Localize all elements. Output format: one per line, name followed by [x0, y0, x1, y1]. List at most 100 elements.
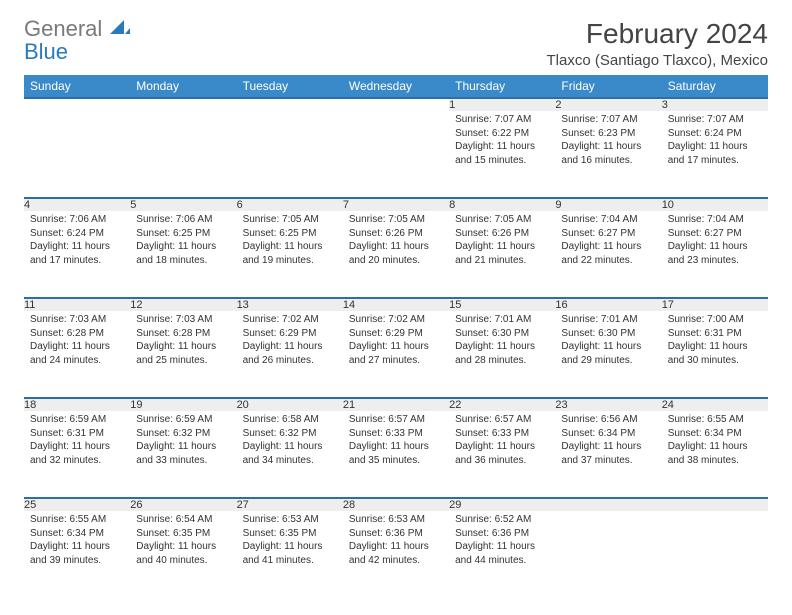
day-details: Sunrise: 6:55 AMSunset: 6:34 PMDaylight:… — [662, 411, 768, 473]
location-subtitle: Tlaxco (Santiago Tlaxco), Mexico — [547, 52, 768, 69]
header: General Blue February 2024 Tlaxco (Santi… — [24, 18, 768, 69]
week-daynum-row: 11121314151617 — [24, 298, 768, 311]
day-number: 23 — [555, 398, 661, 411]
day-details: Sunrise: 7:02 AMSunset: 6:29 PMDaylight:… — [343, 311, 449, 373]
day-number: 9 — [555, 198, 661, 211]
day-details: Sunrise: 7:06 AMSunset: 6:25 PMDaylight:… — [130, 211, 236, 273]
day-header: Monday — [130, 75, 236, 98]
day-details: Sunrise: 7:07 AMSunset: 6:22 PMDaylight:… — [449, 111, 555, 173]
brand-logo: General Blue — [24, 18, 130, 64]
day-cell: Sunrise: 7:07 AMSunset: 6:23 PMDaylight:… — [555, 111, 661, 198]
day-details: Sunrise: 7:05 AMSunset: 6:26 PMDaylight:… — [449, 211, 555, 273]
day-cell: Sunrise: 6:54 AMSunset: 6:35 PMDaylight:… — [130, 511, 236, 597]
day-number: 17 — [662, 298, 768, 311]
day-cell: Sunrise: 6:53 AMSunset: 6:36 PMDaylight:… — [343, 511, 449, 597]
day-cell: Sunrise: 7:06 AMSunset: 6:24 PMDaylight:… — [24, 211, 130, 298]
day-details: Sunrise: 7:00 AMSunset: 6:31 PMDaylight:… — [662, 311, 768, 373]
day-number: 19 — [130, 398, 236, 411]
day-header: Saturday — [662, 75, 768, 98]
empty-day-number — [662, 498, 768, 511]
logo-text-block: General Blue — [24, 18, 130, 64]
calendar-header-row: Sunday Monday Tuesday Wednesday Thursday… — [24, 75, 768, 98]
day-details: Sunrise: 7:04 AMSunset: 6:27 PMDaylight:… — [662, 211, 768, 273]
month-year-title: February 2024 — [547, 18, 768, 50]
day-cell: Sunrise: 7:03 AMSunset: 6:28 PMDaylight:… — [130, 311, 236, 398]
day-details: Sunrise: 6:54 AMSunset: 6:35 PMDaylight:… — [130, 511, 236, 573]
day-details: Sunrise: 6:53 AMSunset: 6:36 PMDaylight:… — [343, 511, 449, 573]
day-details: Sunrise: 7:04 AMSunset: 6:27 PMDaylight:… — [555, 211, 661, 273]
day-cell: Sunrise: 7:07 AMSunset: 6:22 PMDaylight:… — [449, 111, 555, 198]
week-content-row: Sunrise: 7:07 AMSunset: 6:22 PMDaylight:… — [24, 111, 768, 198]
week-content-row: Sunrise: 6:59 AMSunset: 6:31 PMDaylight:… — [24, 411, 768, 498]
day-details: Sunrise: 7:07 AMSunset: 6:24 PMDaylight:… — [662, 111, 768, 173]
day-cell: Sunrise: 7:05 AMSunset: 6:26 PMDaylight:… — [449, 211, 555, 298]
week-daynum-row: 18192021222324 — [24, 398, 768, 411]
week-content-row: Sunrise: 7:06 AMSunset: 6:24 PMDaylight:… — [24, 211, 768, 298]
day-number: 1 — [449, 98, 555, 111]
day-cell: Sunrise: 6:52 AMSunset: 6:36 PMDaylight:… — [449, 511, 555, 597]
day-number: 25 — [24, 498, 130, 511]
day-cell: Sunrise: 7:03 AMSunset: 6:28 PMDaylight:… — [24, 311, 130, 398]
week-daynum-row: 45678910 — [24, 198, 768, 211]
day-number: 29 — [449, 498, 555, 511]
day-number: 2 — [555, 98, 661, 111]
day-number: 28 — [343, 498, 449, 511]
calendar-table: Sunday Monday Tuesday Wednesday Thursday… — [24, 75, 768, 597]
day-number: 20 — [237, 398, 343, 411]
brand-word2: Blue — [24, 39, 68, 64]
day-number: 13 — [237, 298, 343, 311]
day-cell: Sunrise: 6:56 AMSunset: 6:34 PMDaylight:… — [555, 411, 661, 498]
day-details: Sunrise: 6:56 AMSunset: 6:34 PMDaylight:… — [555, 411, 661, 473]
day-cell: Sunrise: 7:01 AMSunset: 6:30 PMDaylight:… — [555, 311, 661, 398]
calendar-body: 1 23 Sunrise: 7:07 AMSunset: 6:22 PMDaylig… — [24, 98, 768, 597]
empty-day-cell — [343, 111, 449, 198]
day-cell: Sunrise: 7:05 AMSunset: 6:26 PMDaylight:… — [343, 211, 449, 298]
week-daynum-row: 2526272829 — [24, 498, 768, 511]
title-block: February 2024 Tlaxco (Santiago Tlaxco), … — [547, 18, 768, 69]
day-details: Sunrise: 7:05 AMSunset: 6:25 PMDaylight:… — [237, 211, 343, 273]
day-cell: Sunrise: 7:01 AMSunset: 6:30 PMDaylight:… — [449, 311, 555, 398]
day-number: 10 — [662, 198, 768, 211]
week-content-row: Sunrise: 6:55 AMSunset: 6:34 PMDaylight:… — [24, 511, 768, 597]
empty-day-number — [555, 498, 661, 511]
day-details: Sunrise: 6:58 AMSunset: 6:32 PMDaylight:… — [237, 411, 343, 473]
day-number: 14 — [343, 298, 449, 311]
day-cell: Sunrise: 7:06 AMSunset: 6:25 PMDaylight:… — [130, 211, 236, 298]
day-number: 4 — [24, 198, 130, 211]
day-cell: Sunrise: 6:59 AMSunset: 6:31 PMDaylight:… — [24, 411, 130, 498]
day-header: Tuesday — [237, 75, 343, 98]
day-number: 5 — [130, 198, 236, 211]
day-cell: Sunrise: 7:00 AMSunset: 6:31 PMDaylight:… — [662, 311, 768, 398]
brand-word1: General — [24, 16, 102, 41]
empty-day-number — [24, 98, 130, 111]
day-details: Sunrise: 7:06 AMSunset: 6:24 PMDaylight:… — [24, 211, 130, 273]
day-details: Sunrise: 6:57 AMSunset: 6:33 PMDaylight:… — [449, 411, 555, 473]
day-number: 24 — [662, 398, 768, 411]
empty-day-number — [237, 98, 343, 111]
week-content-row: Sunrise: 7:03 AMSunset: 6:28 PMDaylight:… — [24, 311, 768, 398]
day-number: 7 — [343, 198, 449, 211]
day-cell: Sunrise: 6:57 AMSunset: 6:33 PMDaylight:… — [343, 411, 449, 498]
day-header: Thursday — [449, 75, 555, 98]
day-cell: Sunrise: 7:07 AMSunset: 6:24 PMDaylight:… — [662, 111, 768, 198]
day-number: 27 — [237, 498, 343, 511]
day-details: Sunrise: 7:03 AMSunset: 6:28 PMDaylight:… — [24, 311, 130, 373]
day-details: Sunrise: 7:01 AMSunset: 6:30 PMDaylight:… — [555, 311, 661, 373]
day-details: Sunrise: 6:55 AMSunset: 6:34 PMDaylight:… — [24, 511, 130, 573]
day-details: Sunrise: 7:07 AMSunset: 6:23 PMDaylight:… — [555, 111, 661, 173]
day-header: Sunday — [24, 75, 130, 98]
empty-day-cell — [24, 111, 130, 198]
empty-day-number — [130, 98, 236, 111]
empty-day-cell — [237, 111, 343, 198]
day-cell: Sunrise: 6:57 AMSunset: 6:33 PMDaylight:… — [449, 411, 555, 498]
day-details: Sunrise: 6:57 AMSunset: 6:33 PMDaylight:… — [343, 411, 449, 473]
day-number: 11 — [24, 298, 130, 311]
day-details: Sunrise: 6:52 AMSunset: 6:36 PMDaylight:… — [449, 511, 555, 573]
day-number: 6 — [237, 198, 343, 211]
day-cell: Sunrise: 6:55 AMSunset: 6:34 PMDaylight:… — [662, 411, 768, 498]
day-header: Wednesday — [343, 75, 449, 98]
day-header: Friday — [555, 75, 661, 98]
day-cell: Sunrise: 7:02 AMSunset: 6:29 PMDaylight:… — [343, 311, 449, 398]
empty-day-number — [343, 98, 449, 111]
empty-day-cell — [555, 511, 661, 597]
